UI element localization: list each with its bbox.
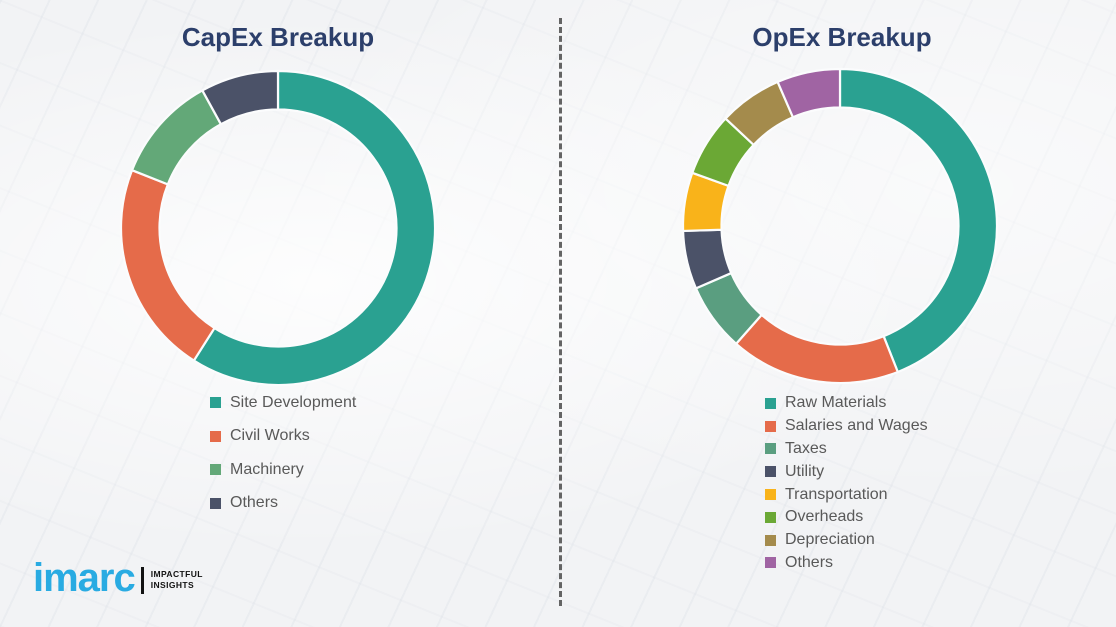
legend-label: Depreciation (785, 531, 875, 549)
legend-swatch (765, 397, 776, 409)
imarc-brand-wordmark: imarc (33, 556, 136, 600)
legend-item: Depreciation (765, 529, 928, 552)
legend-swatch (210, 497, 221, 509)
opex-chart-title: OpEx Breakup (752, 22, 932, 52)
legend-item: Site Development (210, 386, 356, 420)
imarc-logo: imarc IMPACTFUL INSIGHTS (33, 556, 203, 600)
donut-segment-others (201, 69, 280, 126)
donut-segment-salaries-and-wages (735, 313, 899, 385)
legend-label: Utility (785, 462, 825, 480)
legend-item: Others (765, 552, 928, 575)
legend-label: Overheads (785, 508, 864, 526)
donut-segment-raw-materials (838, 67, 999, 374)
panel-divider (559, 18, 562, 606)
legend-swatch (765, 443, 776, 455)
legend-swatch (765, 534, 776, 546)
legend-label: Salaries and Wages (785, 417, 928, 435)
legend-label: Transportation (785, 485, 888, 503)
legend-swatch (765, 511, 776, 523)
donut-segment-others (776, 67, 842, 119)
legend-label: Site Development (230, 393, 357, 411)
legend-label: Others (230, 494, 279, 512)
imarc-tagline-line2: INSIGHTS (150, 580, 195, 590)
donut-segment-civil-works (119, 169, 216, 362)
legend-item: Utility (765, 460, 928, 483)
legend-swatch (765, 489, 776, 501)
legend-item: Salaries and Wages (765, 415, 928, 438)
legend-swatch (765, 420, 776, 432)
legend-item: Civil Works (210, 420, 356, 454)
legend-label: Machinery (230, 460, 304, 478)
imarc-tagline-line1: IMPACTFUL (150, 569, 203, 580)
legend-item: Overheads (765, 506, 928, 529)
logo-divider-bar (140, 566, 144, 594)
opex-legend: Raw Materials Salaries and Wages Taxes Util… (765, 392, 928, 574)
legend-label: Taxes (785, 439, 827, 457)
imarc-tagline: IMPACTFUL INSIGHTS (151, 569, 203, 590)
legend-swatch (210, 430, 221, 442)
opex-donut-chart (670, 56, 1010, 401)
donut-segment-site-development (192, 69, 437, 387)
legend-item: Raw Materials (765, 392, 928, 415)
legend-swatch (765, 557, 776, 569)
capex-donut-chart (108, 58, 448, 403)
legend-swatch (210, 464, 221, 476)
legend-item: Machinery (210, 453, 356, 487)
legend-item: Taxes (765, 438, 928, 461)
legend-item: Others (210, 487, 356, 521)
legend-label: Raw Materials (785, 394, 887, 412)
legend-swatch (765, 466, 776, 478)
legend-item: Transportation (765, 483, 928, 506)
capex-chart-title: CapEx Breakup (181, 22, 375, 52)
legend-label: Civil Works (230, 427, 310, 445)
capex-legend: Site Development Civil Works Machinery Othe… (210, 386, 356, 520)
donut-segment-machinery (130, 89, 223, 186)
legend-label: Others (785, 553, 834, 571)
legend-swatch (210, 397, 221, 409)
